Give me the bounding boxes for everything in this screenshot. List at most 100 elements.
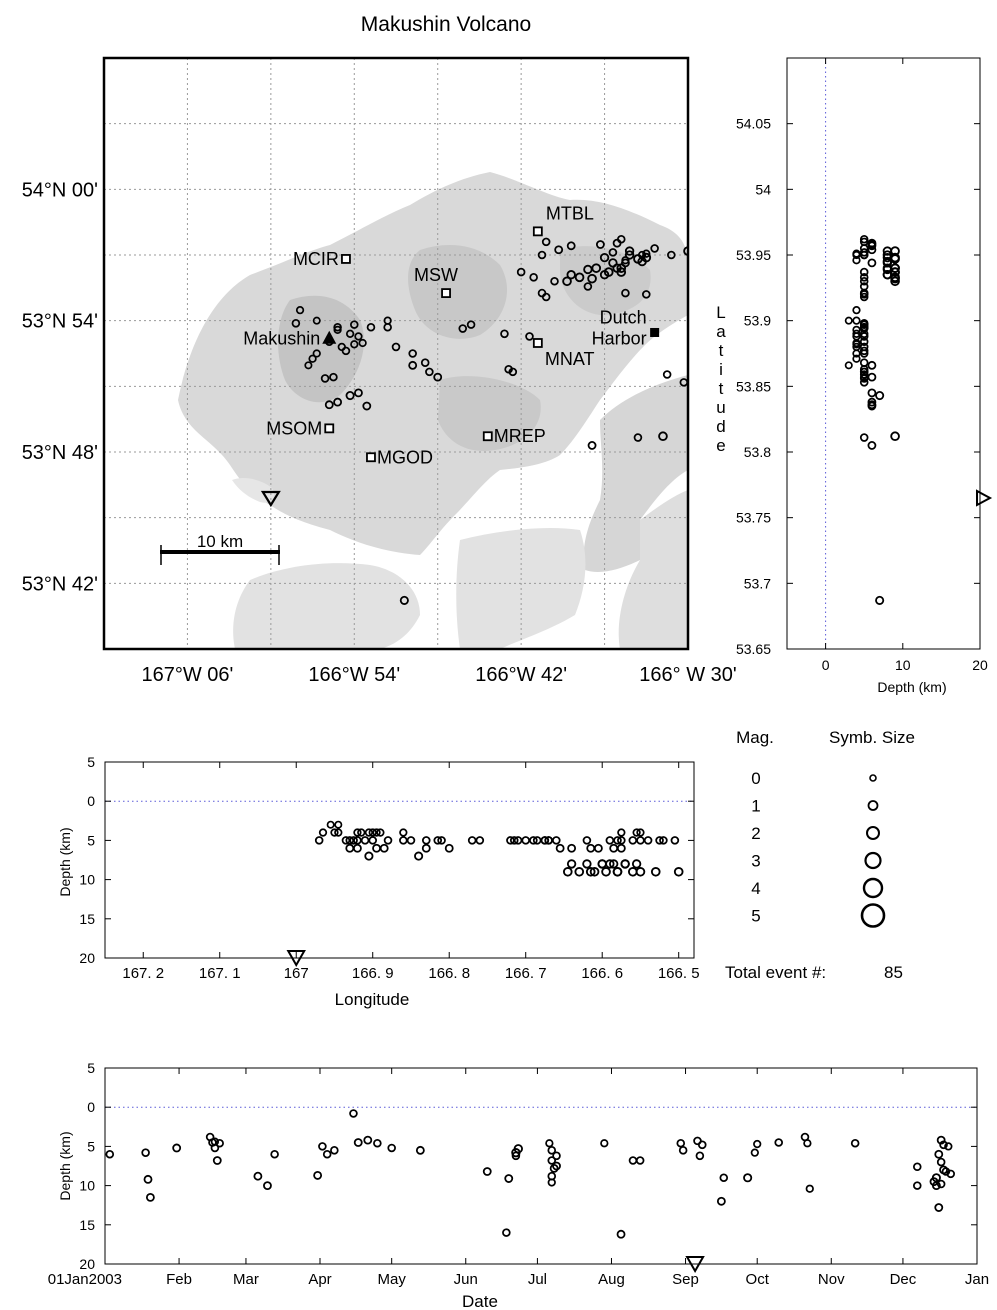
lon-depth-event [334, 828, 343, 837]
map-event [312, 349, 321, 358]
lon-depth-event [612, 866, 623, 877]
lat-depth-event [844, 316, 853, 325]
figure-title: Makushin Volcano [361, 13, 531, 36]
lon-depth-event [353, 836, 362, 845]
lat-depth-xlabel: Depth (km) [877, 679, 946, 695]
lon-depth-event [467, 836, 477, 845]
time-depth-event [676, 1138, 686, 1148]
x-tick-label: Jun [454, 1271, 478, 1288]
y-tick-label: 53.7 [744, 575, 771, 591]
map-lat-tick-label: 53°N 48' [22, 442, 98, 464]
legend-mag-value: 4 [751, 879, 760, 898]
lon-depth-event [632, 828, 641, 837]
map-event [574, 272, 585, 283]
lon-depth-event [620, 859, 630, 869]
y-tick-label: 53.8 [744, 444, 771, 460]
lat-depth-event [859, 346, 869, 356]
y-tick-label: 10 [79, 872, 95, 888]
lat-depth-event [867, 372, 877, 382]
lon-depth-event [613, 836, 622, 845]
lat-depth-event [890, 273, 900, 284]
time-depth-event [850, 1138, 860, 1148]
lon-depth-event [414, 851, 424, 861]
y-tick-label: 0 [87, 1099, 95, 1115]
lon-depth-event [582, 836, 592, 845]
x-tick-label: Jul [528, 1271, 547, 1288]
lat-depth-event [859, 322, 869, 332]
map-event [354, 388, 363, 398]
y-tick-label: 53.65 [736, 641, 771, 657]
map-event [637, 250, 647, 260]
time-depth-event [912, 1181, 922, 1190]
map-lat-tick-label: 53°N 42' [22, 573, 98, 595]
map-panel: 53°N 42' 53°N 48' 53°N 54' 54°N 00' 167°W 0… [22, 56, 737, 686]
map-lon-tick-label: 167°W 06' [141, 664, 233, 686]
reference-triangle-icon [685, 1256, 705, 1274]
time-depth-event [719, 1173, 729, 1183]
x-tick-label: May [378, 1271, 407, 1288]
legend-symbol [862, 877, 884, 899]
map-lat-tick-label: 53°N 54' [22, 311, 98, 333]
lon-depth-event [628, 836, 638, 845]
x-tick-label: Nov [818, 1271, 845, 1288]
legend-mag-value: 5 [751, 907, 760, 926]
map-event [458, 324, 468, 333]
time-depth-event [934, 1149, 944, 1159]
map-event [642, 249, 651, 258]
lat-depth-ylabel-letter: t [719, 341, 724, 360]
map-frame [102, 56, 690, 651]
map-lon-tick-labels: 167°W 06' 166°W 54' 166°W 42' 166° W 30' [141, 664, 736, 686]
lon-depth-event [617, 828, 626, 837]
lon-depth-event [372, 828, 381, 837]
map-lat-tick-label: 54°N 00' [22, 179, 98, 201]
time-depth-event [373, 1138, 382, 1148]
lat-depth-event [867, 360, 877, 370]
lat-depth-event [859, 433, 869, 442]
lon-depth-event [562, 866, 573, 877]
time-depth-ylabel: Depth (km) [57, 1131, 73, 1200]
lon-depth-event [659, 836, 668, 845]
y-tick-label: 5 [87, 832, 95, 848]
map-event [566, 270, 576, 280]
map-event [550, 276, 559, 286]
map-event [658, 431, 668, 442]
lon-depth-event [605, 836, 615, 845]
legend-mag-value: 2 [751, 824, 760, 843]
lat-depth-event [852, 354, 861, 363]
lon-depth-event [399, 828, 408, 837]
x-tick-label: Aug [598, 1271, 625, 1288]
lon-depth-event [368, 828, 377, 837]
lon-depth-event [318, 828, 328, 837]
x-tick-label: Feb [166, 1271, 192, 1288]
lon-depth-event [376, 828, 385, 837]
time-depth-event [616, 1229, 626, 1239]
lon-depth-event [421, 836, 431, 845]
map-event [420, 358, 430, 367]
x-tick-label: Apr [308, 1271, 331, 1288]
lon-depth-event [627, 866, 638, 877]
lon-depth-event [353, 828, 362, 837]
map-event [616, 267, 627, 277]
map-event [433, 372, 443, 382]
lon-depth-event [364, 828, 374, 837]
map-event [599, 252, 610, 263]
lat-depth-ylabel-letter: d [716, 417, 725, 436]
lon-depth-event [643, 836, 653, 845]
station-label: MREP [494, 426, 546, 446]
station-marker [441, 288, 451, 298]
lon-depth-event [399, 836, 408, 845]
y-tick-label: 10 [79, 1178, 95, 1194]
lat-depth-event [859, 292, 869, 302]
lon-depth-event [421, 843, 431, 853]
y-tick-label: 5 [87, 754, 95, 770]
lon-depth-event [555, 843, 565, 853]
time-depth-event [695, 1151, 705, 1161]
x-tick-label: 166. 5 [658, 965, 700, 982]
time-depth-event [936, 1179, 946, 1189]
map-event [587, 273, 597, 284]
lon-depth-event [673, 866, 684, 877]
time-depth-event [545, 1139, 554, 1148]
time-depth-event [322, 1149, 332, 1159]
lon-depth-event [540, 836, 550, 845]
